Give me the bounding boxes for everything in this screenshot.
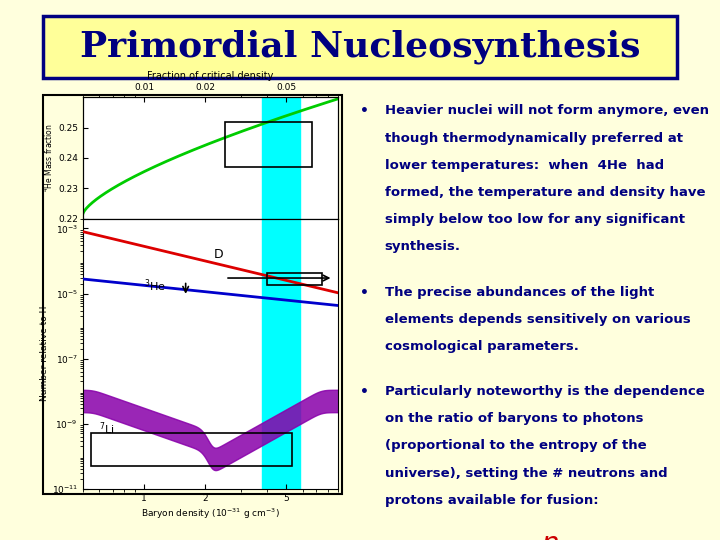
Text: elements depends sensitively on various: elements depends sensitively on various	[384, 313, 690, 326]
Text: •: •	[360, 385, 369, 399]
Bar	[225, 122, 312, 167]
Text: lower temperatures:  when  4He  had: lower temperatures: when 4He had	[384, 159, 664, 172]
X-axis label: Fraction of critical density: Fraction of critical density	[148, 71, 274, 81]
Text: Primordial Nucleosynthesis: Primordial Nucleosynthesis	[80, 30, 640, 64]
Text: though thermodynamically preferred at: though thermodynamically preferred at	[384, 132, 683, 145]
FancyBboxPatch shape	[43, 16, 677, 78]
Y-axis label: Number relative to H: Number relative to H	[40, 306, 49, 401]
Text: •: •	[360, 105, 369, 118]
Text: synthesis.: synthesis.	[384, 240, 461, 253]
Bar	[91, 434, 292, 466]
Text: protons available for fusion:: protons available for fusion:	[384, 494, 598, 507]
X-axis label: Baryon density ($10^{-31}$ g cm$^{-3}$): Baryon density ($10^{-31}$ g cm$^{-3}$)	[141, 507, 280, 521]
Text: Heavier nuclei will not form anymore, even: Heavier nuclei will not form anymore, ev…	[384, 105, 708, 118]
Text: $\eta \equiv \dfrac{n_B}{n_\gamma}$: $\eta \equiv \dfrac{n_B}{n_\gamma}$	[490, 535, 575, 540]
Y-axis label: $^4$He Mass fraction: $^4$He Mass fraction	[42, 124, 55, 192]
Text: Particularly noteworthy is the dependence: Particularly noteworthy is the dependenc…	[384, 385, 704, 398]
Text: on the ratio of baryons to photons: on the ratio of baryons to photons	[384, 412, 643, 425]
Text: $^7$Li: $^7$Li	[99, 420, 114, 437]
Text: D: D	[214, 248, 223, 261]
Text: The precise abundances of the light: The precise abundances of the light	[384, 286, 654, 299]
Text: cosmological parameters.: cosmological parameters.	[384, 340, 578, 353]
Text: •: •	[360, 286, 369, 300]
Text: universe), setting the # neutrons and: universe), setting the # neutrons and	[384, 467, 667, 480]
Text: $^3$He: $^3$He	[144, 278, 166, 294]
Bar	[262, 97, 300, 219]
Text: simply below too low for any significant: simply below too low for any significant	[384, 213, 685, 226]
Bar	[266, 273, 323, 285]
Bar	[262, 219, 300, 489]
Text: formed, the temperature and density have: formed, the temperature and density have	[384, 186, 705, 199]
Text: (proportional to the entropy of the: (proportional to the entropy of the	[384, 440, 647, 453]
